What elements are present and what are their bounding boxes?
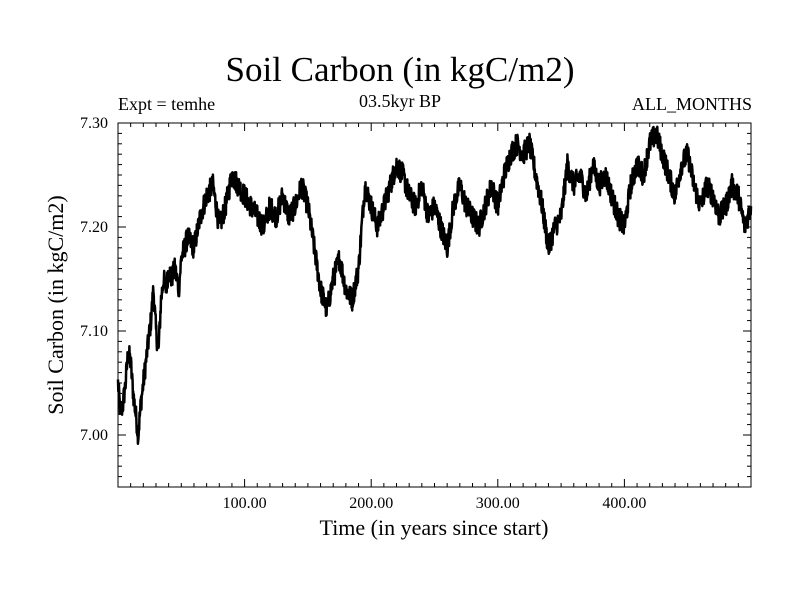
x-tick-label: 300.00 [476,495,520,512]
y-tick-label: 7.20 [80,219,108,236]
x-axis-title: Time (in years since start) [320,515,549,540]
y-tick-label: 7.10 [80,323,108,340]
chart-title: Soil Carbon (in kgC/m2) [225,50,575,89]
y-tick-label: 7.30 [80,115,108,132]
y-tick-label: 7.00 [80,427,108,444]
tick-labels: 100.00 200.00 300.00 400.00 7.00 7.10 7.20 7.30 [80,115,646,512]
x-tick-label: 100.00 [223,495,267,512]
y-axis-title: Soil Carbon (in kgC/m2) [43,195,68,414]
chart-subtitle: 03.5kyr BP [358,91,441,111]
months-label: ALL_MONTHS [632,94,752,114]
x-tick-label: 200.00 [349,495,393,512]
tick-marks [118,123,751,487]
x-tick-label: 400.00 [602,495,646,512]
experiment-label: Expt = temhe [118,94,216,114]
series-line-soil-carbon [116,125,753,445]
